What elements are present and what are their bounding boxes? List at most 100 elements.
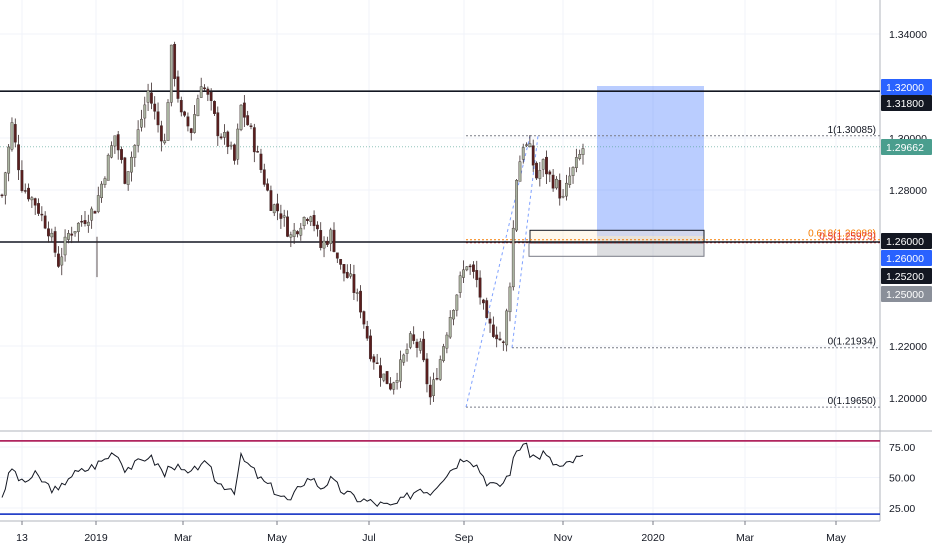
candle-body <box>382 373 386 381</box>
price-tag-label: 1.26000 <box>886 253 924 265</box>
candle-body <box>458 275 462 293</box>
candle-body <box>362 311 366 325</box>
candle-body <box>428 384 432 398</box>
candle-body <box>335 252 339 259</box>
price-tick-label: 1.34000 <box>889 29 927 41</box>
candle-body <box>47 228 50 237</box>
time-tick-label: 2020 <box>641 532 665 544</box>
axes: 1.340001.300001.280001.260001.220001.200… <box>16 29 927 544</box>
position-profit-zone[interactable] <box>597 86 704 237</box>
candle-body <box>232 144 236 161</box>
position-tool[interactable] <box>528 86 705 257</box>
candle-body <box>153 103 157 112</box>
candle-body <box>169 44 173 103</box>
candle-body <box>399 359 402 382</box>
candle-body <box>445 334 449 349</box>
candle-body <box>3 172 7 196</box>
candle-body <box>159 125 163 142</box>
candle-body <box>249 125 253 127</box>
candle-body <box>242 102 246 118</box>
candle-body <box>508 286 512 313</box>
candle-body <box>418 341 422 351</box>
candle-body <box>578 154 582 159</box>
candle-body <box>408 333 412 348</box>
time-tick-label: 13 <box>16 532 28 544</box>
candle-body <box>448 317 452 338</box>
candle-body <box>70 233 74 236</box>
rsi-line <box>1 442 584 507</box>
candle-body <box>402 354 406 363</box>
candle-body <box>179 100 183 113</box>
candle-body <box>43 215 47 229</box>
candle-body <box>163 140 167 144</box>
candle-body <box>299 227 303 236</box>
candle-body <box>501 341 505 343</box>
position-entry-box[interactable] <box>529 229 705 244</box>
candle-body <box>375 362 379 364</box>
candle-body <box>574 157 578 169</box>
fib-trend-line[interactable] <box>465 135 531 408</box>
candle-body <box>468 265 472 268</box>
candle-body <box>113 135 117 147</box>
candle-body <box>30 197 34 201</box>
candle-body <box>239 104 243 130</box>
candle-body <box>531 145 535 166</box>
candle-body <box>438 359 442 380</box>
position-stop-zone[interactable] <box>597 236 704 257</box>
candle-body <box>173 44 177 79</box>
price-tag <box>881 139 932 155</box>
candle-body <box>475 270 479 281</box>
candle-body <box>57 253 60 267</box>
candle-body <box>415 341 419 348</box>
time-tick-label: Mar <box>736 532 755 544</box>
candle-body <box>80 220 84 223</box>
price-tag-label: 1.25200 <box>886 271 924 283</box>
candle-body <box>133 145 137 158</box>
candle-body <box>236 128 240 160</box>
candle-body <box>269 190 273 211</box>
candle-body <box>246 115 250 126</box>
candle-body <box>535 162 538 179</box>
candle-body <box>282 215 286 218</box>
candle-body <box>120 149 123 160</box>
price-tick-label: 1.22000 <box>889 341 927 353</box>
candle-body <box>100 183 104 199</box>
candle-body <box>262 169 266 185</box>
candle-body <box>60 256 64 266</box>
candle-body <box>50 232 54 238</box>
candle-body <box>568 175 572 185</box>
time-tick-label: May <box>267 532 288 544</box>
candle-body <box>435 378 439 380</box>
candle-body <box>392 382 396 390</box>
price-tag <box>881 79 932 95</box>
candle-body <box>86 221 90 226</box>
candle-body <box>472 264 475 272</box>
price-tags: 1.32000 1.31800 1.29662 1.26000 1.26000 1.252… <box>881 79 932 302</box>
candle-body <box>149 92 153 104</box>
candle-body <box>110 145 113 158</box>
candle-body <box>369 335 372 360</box>
candle-body <box>189 128 193 134</box>
candle-body <box>372 356 376 363</box>
candle-body <box>389 383 392 390</box>
candle-body <box>166 102 170 141</box>
candle-body <box>452 310 455 320</box>
candle-body <box>538 170 542 179</box>
candle-body <box>143 104 147 119</box>
candle-body <box>17 144 20 171</box>
candle-body <box>213 101 216 114</box>
candle-body <box>296 231 299 235</box>
time-tick-label: May <box>826 532 847 544</box>
position-stop-box[interactable] <box>528 242 705 257</box>
candle-body <box>485 300 489 318</box>
candle-body <box>329 229 333 244</box>
candle-body <box>130 156 133 173</box>
candle-body <box>13 124 17 143</box>
rsi-tick-label: 50.00 <box>889 473 915 485</box>
fib-level-label: 0(1.19650) <box>828 396 876 407</box>
candle-body <box>286 216 289 237</box>
candle-body <box>53 231 57 253</box>
horizontal-lines[interactable] <box>0 90 880 243</box>
candle-body <box>90 208 94 221</box>
